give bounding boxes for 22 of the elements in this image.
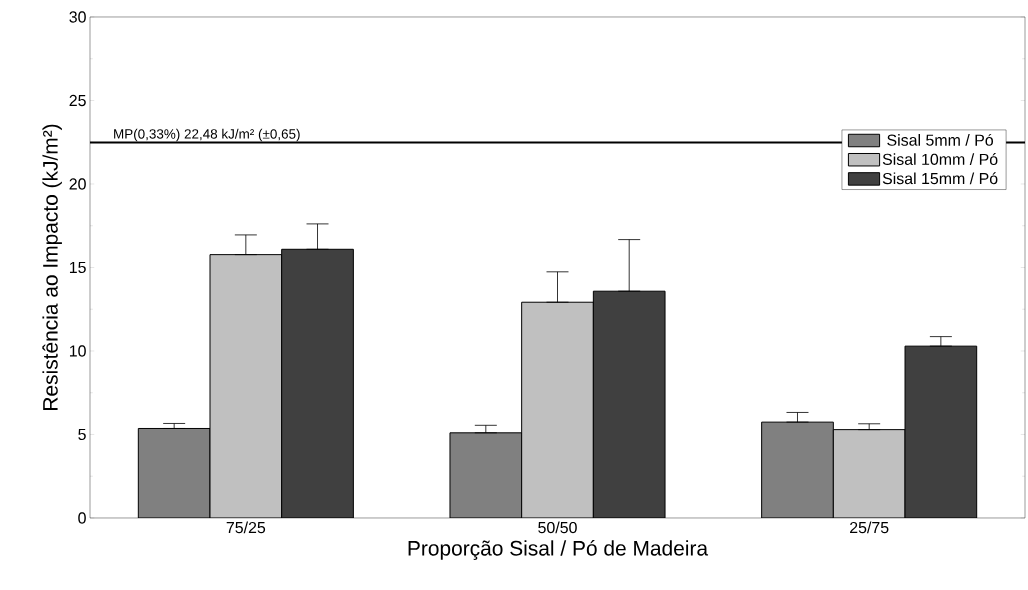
- y-tick-label: 0: [78, 512, 86, 524]
- y-tick-label: 20: [69, 178, 86, 190]
- legend-label: Sisal 10mm / Pó: [882, 153, 998, 165]
- bar: [761, 421, 834, 518]
- y-tick-label: 10: [69, 345, 86, 357]
- x-tick-label: 75/25: [226, 521, 266, 534]
- y-axis-title: Resistência ao Impacto (kJ/m²): [42, 124, 62, 410]
- x-axis-title: Proporção Sisal / Pó de Madeira: [408, 540, 709, 560]
- bar: [137, 427, 211, 518]
- bar: [904, 345, 978, 518]
- x-tick-label: 25/75: [850, 521, 889, 534]
- y-tick-label: 15: [69, 261, 86, 274]
- bar: [449, 432, 523, 518]
- legend-label: Sisal 15mm / Pó: [882, 172, 998, 185]
- x-tick-label: 50/50: [538, 521, 577, 534]
- y-tick-label: 5: [78, 428, 86, 441]
- legend-label: Sisal 5mm / Pó: [887, 133, 994, 146]
- y-tick-label: 30: [69, 11, 86, 23]
- y-tick-label: 25: [69, 94, 86, 107]
- bar: [281, 248, 354, 518]
- bar: [592, 290, 666, 518]
- ref-line-label: MP(0,33%) 22,48 kJ/m² (±0,65): [114, 128, 300, 142]
